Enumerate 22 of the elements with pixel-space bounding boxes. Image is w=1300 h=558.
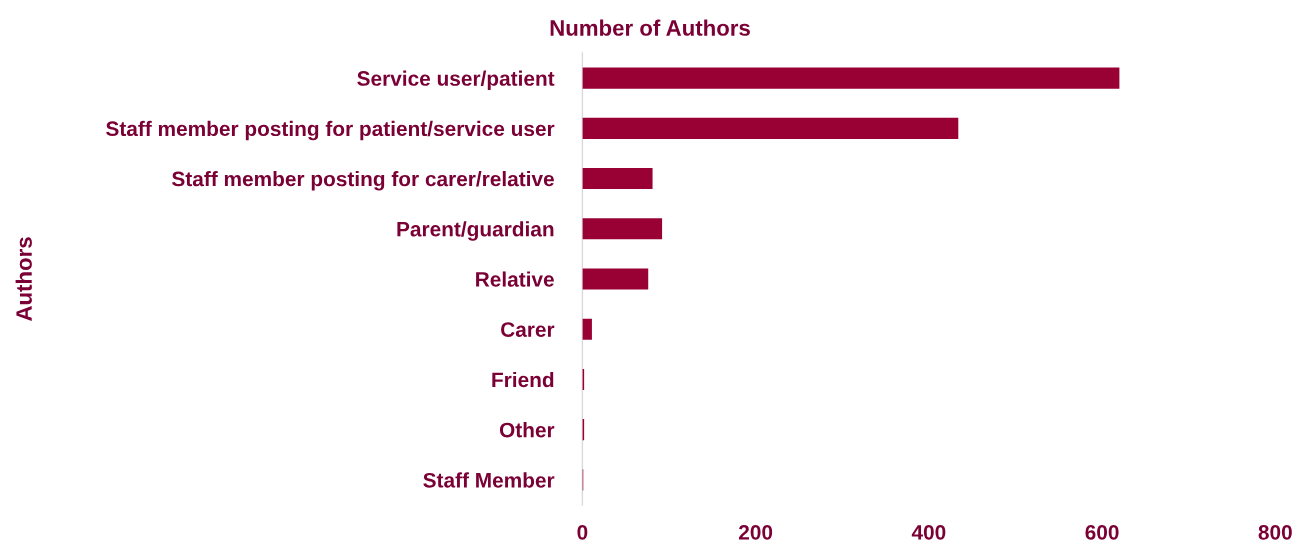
y-tick-label: Staff Member bbox=[423, 472, 555, 488]
x-tick-label: 200 bbox=[738, 524, 773, 540]
y-tick-label: Carer bbox=[501, 322, 555, 337]
x-tick-label: 0 bbox=[577, 524, 588, 540]
x-tick-label: 800 bbox=[1258, 524, 1292, 540]
x-tick-label: 400 bbox=[911, 524, 946, 540]
bar bbox=[582, 117, 959, 139]
bar bbox=[582, 218, 663, 240]
y-tick-label: Relative bbox=[476, 271, 554, 287]
y-tick-label: Staff member posting for carer/relative bbox=[172, 171, 554, 191]
x-tick-label: 600 bbox=[1085, 524, 1119, 540]
bar bbox=[582, 318, 592, 340]
chart-title: Number of Authors bbox=[550, 19, 750, 36]
bar bbox=[582, 268, 649, 290]
y-axis-title: Authors bbox=[15, 237, 32, 322]
bar bbox=[582, 67, 1120, 89]
bar bbox=[582, 168, 653, 190]
y-tick-label: Other bbox=[499, 422, 555, 438]
y-tick-label: Friend bbox=[492, 371, 554, 388]
y-tick-label: Service user/patient bbox=[357, 70, 555, 90]
y-tick-label: Parent/guardian bbox=[397, 221, 554, 241]
y-tick-label: Staff member posting for patient/service user bbox=[106, 120, 555, 141]
